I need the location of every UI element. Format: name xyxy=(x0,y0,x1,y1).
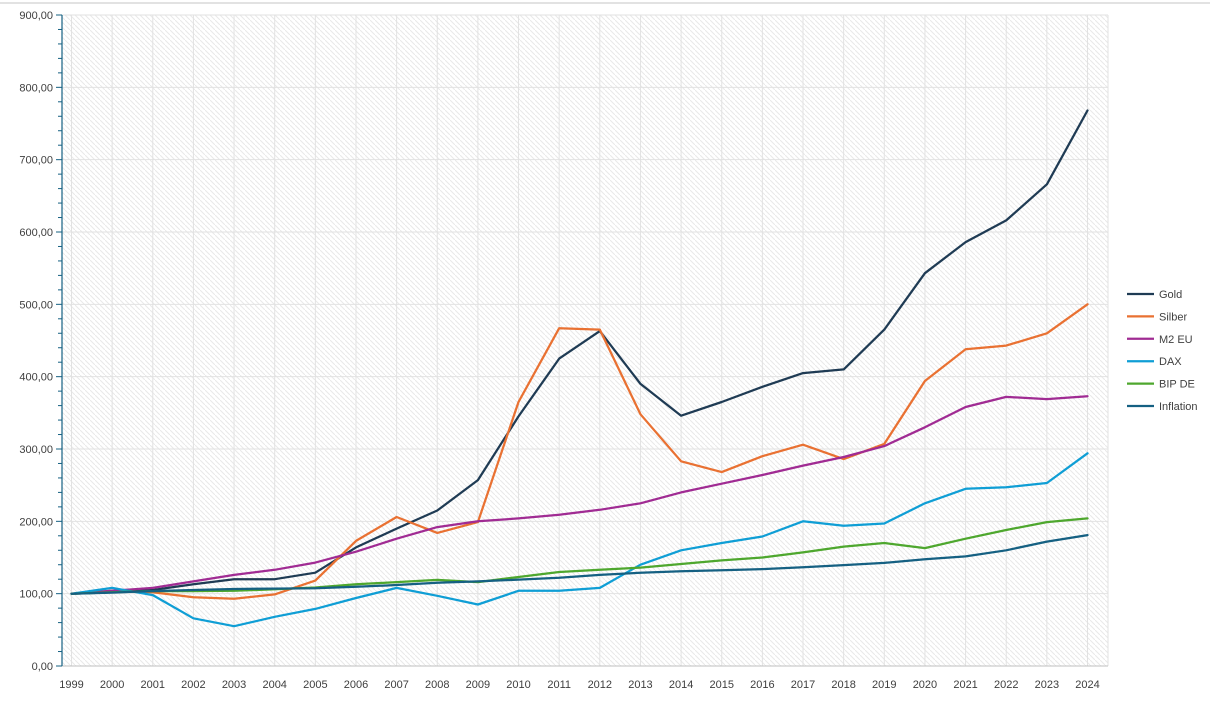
x-tick-label: 2016 xyxy=(750,679,774,691)
legend-label: Silber xyxy=(1159,311,1187,323)
x-tick-label: 2002 xyxy=(181,679,205,691)
x-axis-labels: 1999 2000 2001 2002 2003 2004 2005 2006 2007 2008… xyxy=(59,679,1099,691)
x-tick-label: 2009 xyxy=(466,679,490,691)
legend-label: M2 EU xyxy=(1159,334,1193,346)
y-axis-labels: 0,00 100,00 200,00 300,00 400,00 500,00 600,00… xyxy=(19,10,53,673)
series-line-dax[interactable] xyxy=(70,452,1089,628)
x-tick-label: 2022 xyxy=(994,679,1018,691)
y-tick-label: 400,00 xyxy=(19,372,53,384)
x-tick-label: 2005 xyxy=(303,679,327,691)
legend-label: Gold xyxy=(1159,289,1182,301)
x-tick-label: 2004 xyxy=(262,679,286,691)
legend: Gold Silber M2 EU DAX BIP DE Inflation xyxy=(1127,289,1198,413)
series-line-inflation[interactable] xyxy=(70,533,1089,595)
legend-label: Inflation xyxy=(1159,401,1198,413)
y-tick-label: 600,00 xyxy=(19,227,53,239)
series-line-silber[interactable] xyxy=(70,303,1089,600)
series-line-m2-eu[interactable] xyxy=(70,395,1089,595)
x-tick-label: 2001 xyxy=(141,679,165,691)
legend-item-inflation[interactable]: Inflation xyxy=(1127,401,1198,413)
y-tick-label: 200,00 xyxy=(19,516,53,528)
y-tick-label: 500,00 xyxy=(19,299,53,311)
legend-item-m2-eu[interactable]: M2 EU xyxy=(1127,334,1193,346)
x-tick-label: 1999 xyxy=(59,679,83,691)
x-tick-label: 2011 xyxy=(547,679,571,691)
y-tick-label: 900,00 xyxy=(19,10,53,22)
x-tick-label: 2015 xyxy=(709,679,733,691)
legend-label: DAX xyxy=(1159,356,1182,368)
x-tick-label: 2019 xyxy=(872,679,896,691)
x-tick-label: 2008 xyxy=(425,679,449,691)
legend-item-bip-de[interactable]: BIP DE xyxy=(1127,379,1195,391)
legend-item-dax[interactable]: DAX xyxy=(1127,356,1182,368)
x-tick-label: 2000 xyxy=(100,679,124,691)
x-tick-label: 2023 xyxy=(1035,679,1059,691)
x-tick-label: 2020 xyxy=(913,679,937,691)
x-tick-label: 2010 xyxy=(506,679,530,691)
x-tick-label: 2024 xyxy=(1075,679,1099,691)
y-tick-label: 800,00 xyxy=(19,82,53,94)
legend-item-gold[interactable]: Gold xyxy=(1127,289,1182,301)
x-tick-label: 2006 xyxy=(344,679,368,691)
series-line-bip-de[interactable] xyxy=(70,517,1089,595)
series-line-gold[interactable] xyxy=(70,109,1089,595)
x-tick-label: 2017 xyxy=(791,679,815,691)
x-tick-label: 2012 xyxy=(588,679,612,691)
x-tick-label: 2018 xyxy=(831,679,855,691)
y-tick-label: 100,00 xyxy=(19,589,53,601)
x-tick-label: 2007 xyxy=(384,679,408,691)
y-tick-label: 700,00 xyxy=(19,155,53,167)
legend-item-silber[interactable]: Silber xyxy=(1127,311,1187,323)
y-tick-label: 300,00 xyxy=(19,444,53,456)
x-tick-label: 2003 xyxy=(222,679,246,691)
y-tick-label: 0,00 xyxy=(32,661,53,673)
x-tick-label: 2021 xyxy=(953,679,977,691)
x-tick-label: 2014 xyxy=(669,679,693,691)
y-axis-ticks xyxy=(56,14,62,667)
legend-label: BIP DE xyxy=(1159,379,1195,391)
x-tick-label: 2013 xyxy=(628,679,652,691)
